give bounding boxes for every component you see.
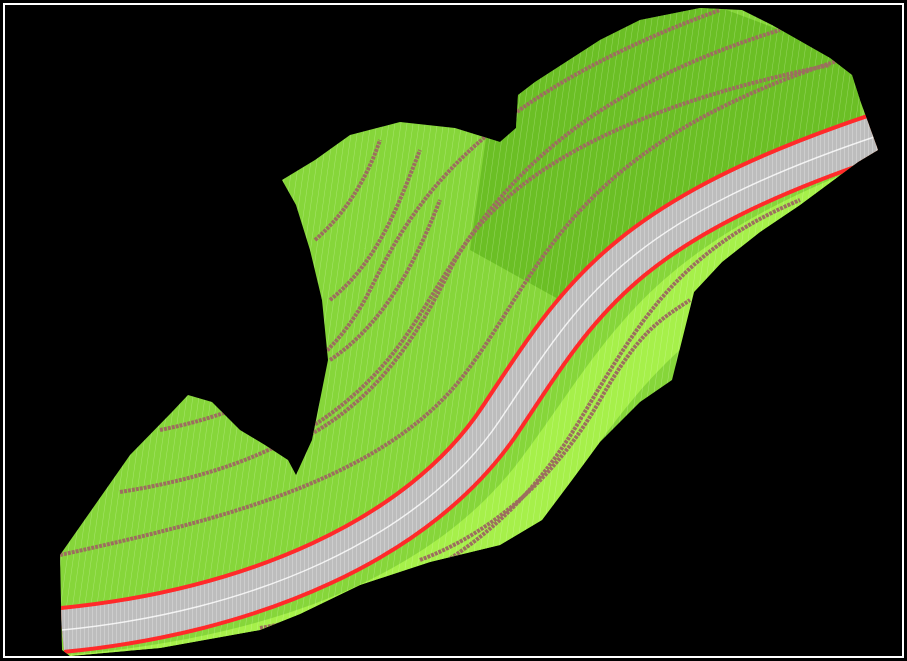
road-center <box>61 134 878 631</box>
contour <box>419 298 692 562</box>
frame <box>3 3 904 658</box>
contour <box>299 63 831 442</box>
contour <box>119 28 781 494</box>
contours <box>60 8 841 630</box>
contour <box>313 139 382 242</box>
contour <box>328 149 422 302</box>
contour <box>60 58 841 557</box>
contour <box>328 199 442 362</box>
contour <box>259 198 801 630</box>
